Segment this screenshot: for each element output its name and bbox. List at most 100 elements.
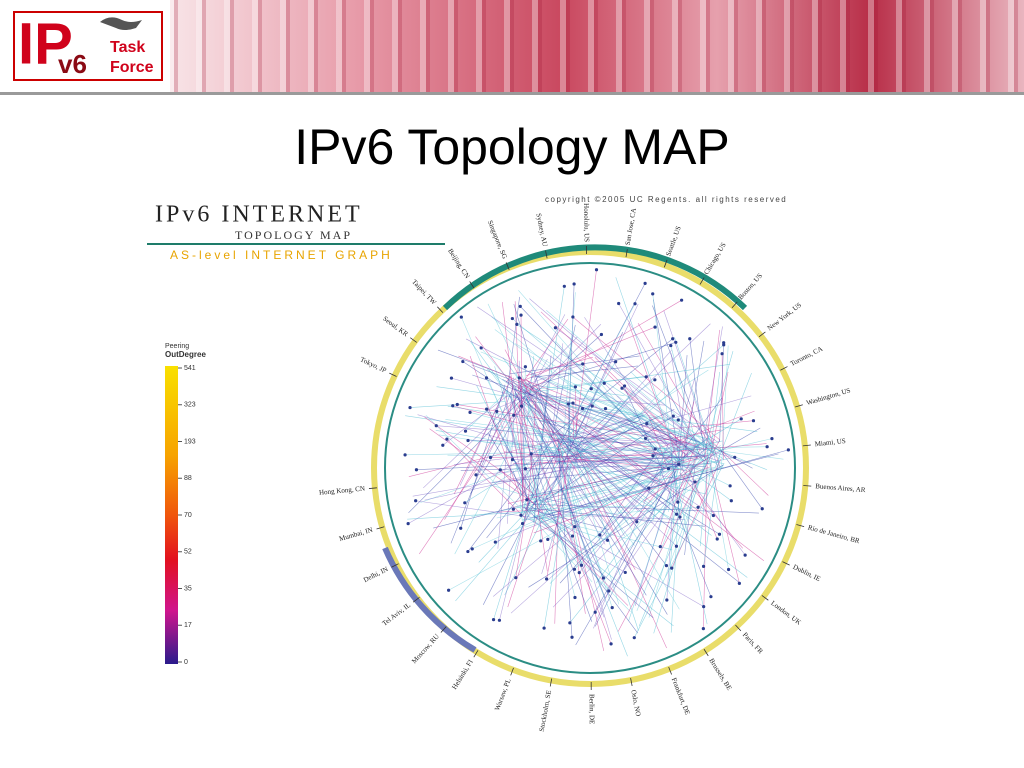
edge — [532, 384, 625, 396]
node — [445, 437, 449, 441]
edge — [425, 415, 536, 523]
city-label: Mumbai, IN — [338, 526, 373, 543]
node — [577, 571, 581, 575]
node — [523, 365, 527, 369]
legend-tick-label: 88 — [184, 475, 192, 482]
node — [581, 362, 585, 366]
node — [491, 618, 496, 622]
edge — [554, 458, 561, 624]
edge — [493, 434, 551, 620]
node — [493, 540, 497, 544]
city-label: Delhi, IN — [362, 565, 389, 584]
node — [674, 544, 679, 548]
inner-ring — [384, 262, 796, 674]
edge — [551, 453, 609, 527]
node — [614, 360, 618, 364]
node — [603, 407, 608, 411]
city-tick — [780, 366, 788, 371]
city-label: Berlin, DE — [588, 694, 596, 724]
edge — [525, 397, 647, 596]
edge — [533, 466, 711, 534]
edge — [544, 500, 575, 527]
edge — [405, 415, 725, 464]
node — [414, 499, 418, 503]
edge — [569, 449, 709, 624]
node — [485, 407, 489, 411]
edge — [452, 405, 577, 439]
node — [451, 404, 455, 408]
node — [664, 564, 669, 568]
node — [573, 385, 578, 389]
edge — [513, 389, 604, 579]
topology-figure: IPv6 INTERNET TOPOLOGY MAP AS-level INTE… — [145, 188, 873, 733]
city-tick — [549, 678, 553, 687]
node — [722, 341, 726, 345]
logo: IP v6 Task Force — [0, 0, 170, 92]
edge — [514, 343, 705, 451]
edge — [524, 385, 679, 465]
node — [570, 635, 574, 639]
node — [539, 539, 543, 543]
edge — [550, 338, 673, 438]
city-tick — [630, 678, 633, 687]
edge — [634, 463, 724, 638]
node — [715, 537, 719, 541]
node — [408, 405, 412, 410]
edge — [719, 342, 724, 442]
city-label: Chicago, US — [702, 241, 727, 276]
city-label: Singapore, SG — [486, 219, 509, 260]
edge — [717, 450, 784, 460]
node — [653, 325, 657, 329]
edge — [518, 380, 731, 487]
node — [643, 281, 647, 285]
edge — [534, 515, 673, 551]
edge — [525, 356, 593, 376]
edge — [552, 325, 576, 435]
city-label: Taipei, TW — [410, 278, 438, 307]
edge — [504, 402, 528, 500]
edge — [575, 386, 577, 438]
node — [466, 549, 470, 554]
city-tick — [389, 372, 397, 377]
edge — [468, 440, 677, 444]
city-label: Frankfurt, DE — [670, 677, 692, 716]
edge — [495, 470, 666, 543]
edge — [494, 329, 666, 457]
edge — [558, 442, 573, 638]
edge — [538, 393, 700, 443]
node — [553, 326, 558, 330]
edge — [522, 507, 705, 527]
node — [515, 322, 519, 326]
edge — [630, 371, 709, 448]
edge — [487, 367, 560, 461]
edge — [544, 456, 702, 526]
edge — [509, 355, 640, 375]
legend-tick-label: 0 — [184, 659, 188, 666]
node — [651, 292, 655, 296]
node — [669, 343, 673, 348]
edge — [642, 458, 708, 502]
city-tick — [699, 277, 705, 285]
node — [658, 544, 662, 549]
edge — [539, 516, 629, 606]
edge — [668, 466, 674, 512]
node — [510, 458, 515, 462]
edge — [575, 269, 597, 435]
city-label: London, UK — [769, 599, 802, 627]
node — [688, 337, 692, 341]
node — [512, 413, 516, 417]
node — [570, 534, 575, 538]
edge — [670, 353, 689, 461]
city-label: Seattle, US — [664, 225, 682, 257]
edge — [523, 299, 682, 394]
edge — [542, 505, 639, 634]
map-heading: IPv6 INTERNET — [155, 202, 363, 228]
city-tick — [758, 331, 766, 338]
edge — [710, 371, 729, 456]
edge — [505, 396, 518, 455]
edge — [706, 443, 753, 469]
edge — [523, 397, 598, 520]
edge — [513, 363, 730, 396]
edge — [560, 437, 649, 489]
